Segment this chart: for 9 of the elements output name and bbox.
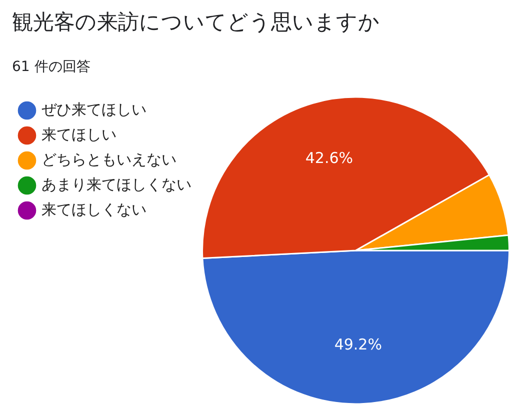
legend-label: 来てほしい xyxy=(42,125,116,144)
data-label: 42.6% xyxy=(305,149,354,167)
legend-label: 来てほしくない xyxy=(42,200,146,218)
legend-label: どちらともいえない xyxy=(42,150,176,168)
chart-title: 観光客の来訪についてどう思いますか xyxy=(12,9,380,36)
legend-label: ぜひ来てほしい xyxy=(42,100,146,118)
chart-subtitle: 61 件の回答 xyxy=(12,58,90,76)
legend-label: あまり来てほしくない xyxy=(42,175,192,194)
data-label: 49.2% xyxy=(334,336,382,354)
